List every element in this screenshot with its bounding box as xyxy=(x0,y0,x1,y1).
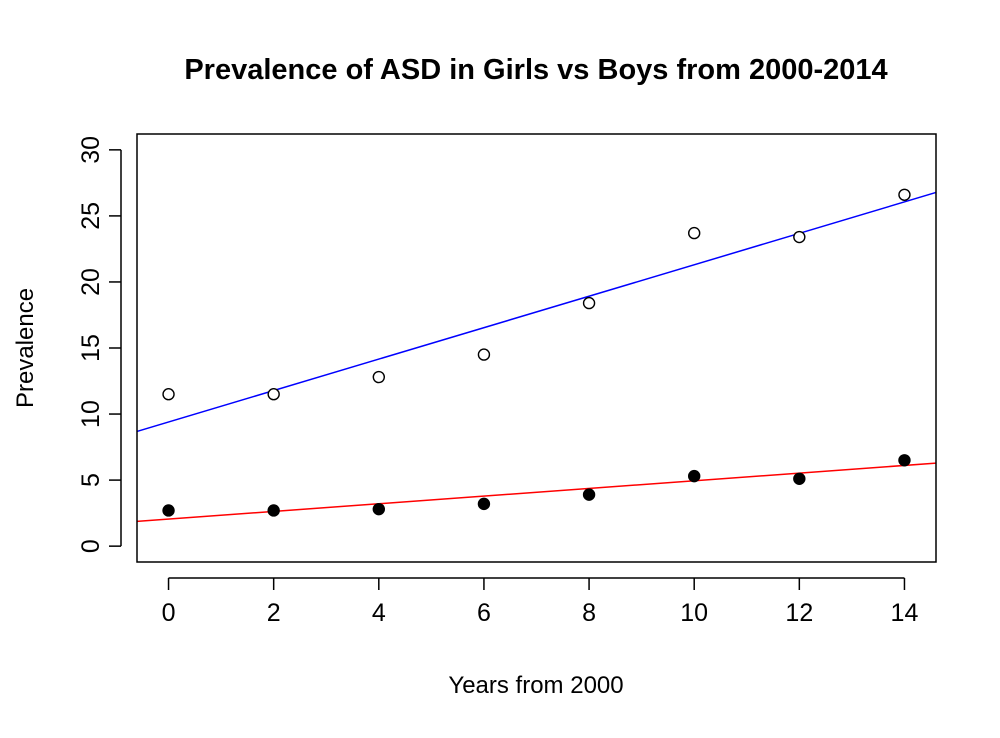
y-tick-label: 5 xyxy=(77,473,105,487)
x-tick-label: 8 xyxy=(582,599,596,627)
y-axis: 0 5 10 15 20 25 30 xyxy=(77,136,122,553)
trend-line-1 xyxy=(136,191,937,433)
data-point-series-1 xyxy=(267,388,280,401)
y-axis-label: Prevalence xyxy=(12,288,39,408)
y-tick-label: 10 xyxy=(77,400,105,428)
data-point-series-1 xyxy=(898,188,911,201)
data-point-series-2 xyxy=(687,469,701,483)
x-tick-label: 12 xyxy=(785,599,813,627)
data-point-series-2 xyxy=(477,497,491,511)
data-point-series-2 xyxy=(267,504,280,517)
y-tick-label: 0 xyxy=(77,539,105,553)
data-point-series-2 xyxy=(898,454,911,467)
y-tick-label: 15 xyxy=(77,334,105,362)
data-point-series-2 xyxy=(372,502,386,516)
y-tick-label: 25 xyxy=(77,202,105,230)
x-tick-label: 14 xyxy=(891,599,919,627)
data-points xyxy=(162,188,911,517)
plot-frame xyxy=(136,133,937,563)
data-point-series-1 xyxy=(162,388,175,401)
data-point-series-2 xyxy=(793,472,806,485)
x-tick-label: 10 xyxy=(680,599,708,627)
data-point-series-2 xyxy=(582,488,596,501)
data-point-series-1 xyxy=(372,370,386,384)
y-tick-label: 30 xyxy=(77,136,105,164)
chart-title: Prevalence of ASD in Girls vs Boys from … xyxy=(184,54,887,86)
x-axis: 0 2 4 6 8 10 12 14 xyxy=(162,577,919,627)
regression-lines xyxy=(136,191,937,523)
x-tick-label: 0 xyxy=(162,599,176,627)
data-point-series-1 xyxy=(477,348,491,361)
x-tick-label: 6 xyxy=(477,599,491,627)
data-point-series-1 xyxy=(582,296,596,310)
data-point-series-1 xyxy=(793,230,806,244)
data-point-series-2 xyxy=(162,504,175,517)
x-tick-label: 4 xyxy=(372,599,386,627)
y-tick-label: 20 xyxy=(77,268,105,296)
data-point-series-1 xyxy=(687,226,701,240)
x-tick-label: 2 xyxy=(267,599,281,627)
trend-line-2 xyxy=(136,462,937,523)
x-axis-label: Years from 2000 xyxy=(448,672,623,699)
